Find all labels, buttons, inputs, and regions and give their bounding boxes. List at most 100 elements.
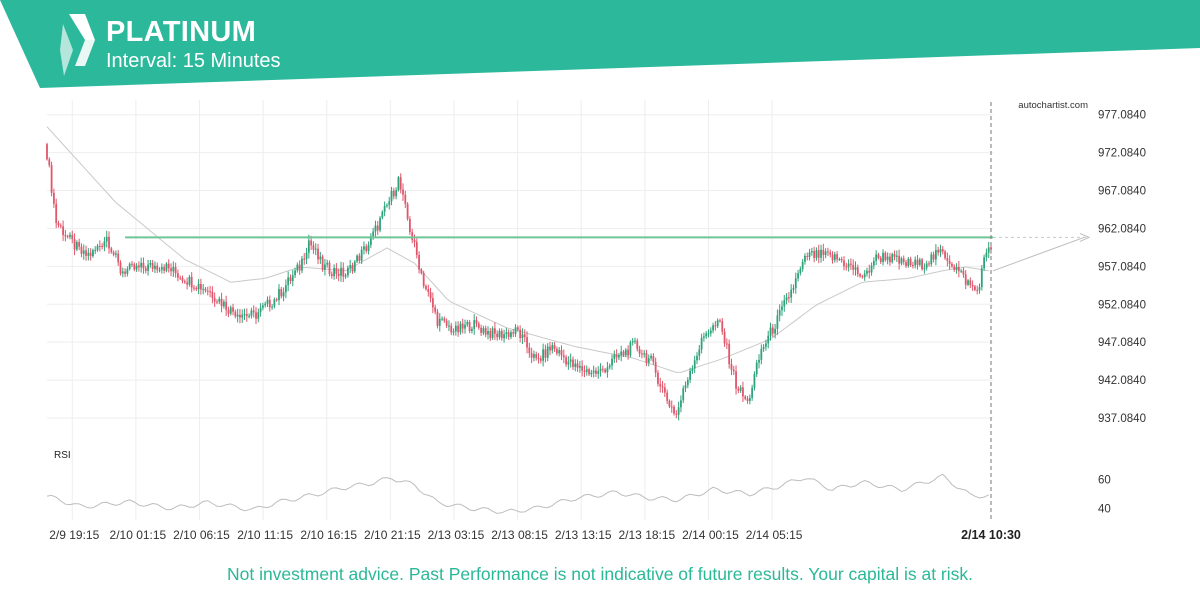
candle — [934, 244, 937, 266]
candle-body — [652, 356, 655, 363]
candle-body — [691, 368, 694, 371]
candle — [588, 367, 590, 377]
candle — [569, 353, 572, 368]
candle-body — [202, 288, 205, 290]
candle — [969, 277, 972, 288]
candle — [105, 230, 108, 248]
candle-body — [135, 265, 138, 270]
candle-body — [847, 263, 850, 268]
candle-body — [519, 329, 522, 339]
candle-body — [436, 311, 439, 326]
candle-body — [824, 251, 827, 255]
candle-body — [411, 232, 414, 240]
candle — [344, 273, 347, 279]
candle — [369, 233, 372, 248]
price-tick-label: 947.0840 — [1098, 337, 1146, 349]
candle — [613, 350, 616, 363]
candle — [822, 243, 825, 261]
candle-body — [962, 270, 965, 275]
candle — [342, 262, 345, 283]
candle-body — [526, 337, 528, 348]
candle — [117, 250, 120, 266]
candle — [85, 245, 87, 261]
candle-body — [537, 358, 540, 360]
candle-body — [843, 260, 845, 267]
candle-body — [955, 267, 958, 270]
candle-body — [289, 277, 292, 282]
candle — [638, 345, 641, 358]
candle — [829, 249, 832, 258]
candle-body — [287, 277, 290, 286]
candle-body — [792, 288, 795, 290]
candle-body — [124, 271, 126, 274]
candle-body — [379, 217, 381, 231]
candle-body — [264, 303, 267, 306]
candle — [542, 343, 545, 367]
candle-body — [815, 250, 818, 258]
candle-body — [89, 252, 92, 257]
candle-body — [126, 269, 129, 274]
candle-body — [737, 388, 740, 391]
candle-body — [438, 318, 441, 326]
candle-body — [46, 144, 48, 160]
candle-body — [725, 343, 728, 345]
candle — [503, 329, 505, 343]
candle — [921, 257, 923, 271]
candle — [243, 308, 246, 321]
candle-body — [284, 285, 287, 293]
candle-body — [422, 273, 425, 287]
candle — [801, 259, 804, 272]
candle — [836, 251, 839, 263]
candle-body — [156, 265, 159, 270]
candle-body — [312, 245, 315, 250]
candle-body — [941, 249, 944, 252]
candle-body — [624, 349, 627, 356]
candle — [404, 190, 407, 208]
candle — [778, 304, 781, 322]
candle — [555, 346, 558, 356]
candle — [241, 309, 244, 323]
candle — [96, 243, 99, 252]
candle — [912, 261, 914, 269]
candle-body — [983, 257, 986, 269]
candle-body — [785, 297, 788, 301]
candle-body — [232, 307, 234, 312]
candle-body — [363, 246, 365, 250]
candle — [684, 381, 687, 393]
candle-body — [677, 407, 680, 415]
candle — [753, 371, 756, 391]
candle-body — [778, 310, 781, 316]
candle — [154, 261, 156, 274]
candle-body — [388, 201, 391, 206]
candle — [73, 233, 76, 256]
candle — [553, 341, 556, 353]
candle — [861, 274, 864, 279]
candle-body — [183, 280, 186, 283]
candle-body — [661, 386, 664, 388]
candle-body — [990, 247, 992, 250]
candle-body — [680, 400, 682, 408]
candle-body — [774, 328, 776, 334]
candle — [62, 220, 64, 241]
candle — [650, 353, 652, 361]
candle-body — [627, 349, 629, 356]
candle-body — [585, 369, 588, 372]
candle-body — [186, 282, 189, 285]
candle — [363, 241, 365, 255]
candle-body — [496, 333, 499, 338]
candle-body — [413, 239, 416, 242]
time-tick-label: 2/10 06:15 — [173, 528, 230, 542]
candle — [868, 264, 871, 279]
candle-body — [879, 257, 882, 262]
candle — [636, 338, 639, 352]
candle-body — [553, 345, 556, 349]
candle — [365, 243, 368, 254]
candle — [379, 216, 381, 233]
candle — [441, 316, 443, 321]
candle — [983, 254, 986, 271]
candle — [581, 360, 584, 377]
price-tick-label: 977.0840 — [1098, 110, 1146, 122]
candle — [229, 305, 232, 316]
rsi-line — [46, 473, 989, 514]
